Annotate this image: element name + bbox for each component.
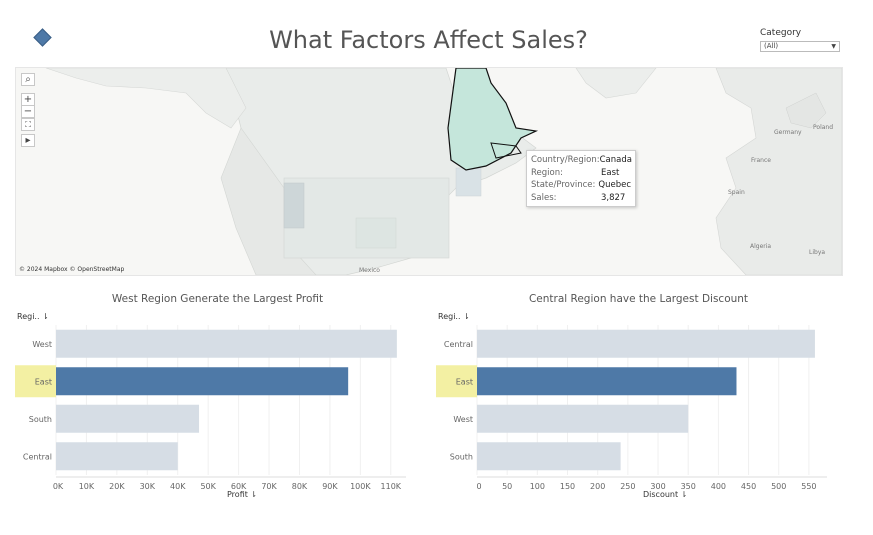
category-label[interactable]: Central (23, 452, 52, 461)
bar-central[interactable] (477, 329, 815, 358)
x-tick-label: 450 (741, 482, 756, 490)
category-label[interactable]: Central (444, 340, 473, 349)
category-label[interactable]: South (29, 415, 52, 424)
west-states (283, 182, 305, 229)
bar-south[interactable] (56, 404, 200, 433)
bar-west[interactable] (56, 329, 397, 358)
map-attribution[interactable]: © 2024 Mapbox © OpenStreetMap (19, 266, 125, 273)
x-tick-label: 110K (381, 482, 402, 490)
sort-icon: ⇂ (463, 312, 470, 321)
category-label[interactable]: East (35, 377, 52, 386)
sales-map[interactable]: Mexico Germany Poland France Spain Alger… (15, 67, 843, 276)
tooltip-key: State/Province: (531, 180, 596, 190)
discount-bar-chart: Central East West South 0 50 100 150 200 250 300 35… (436, 325, 827, 490)
bar-west[interactable] (477, 404, 689, 433)
minus-icon: − (23, 106, 33, 117)
category-filter-label: Category (760, 28, 802, 38)
label-mexico: Mexico (359, 267, 380, 274)
category-label[interactable]: South (450, 452, 473, 461)
x-tick-label: 10K (79, 482, 95, 490)
quebec-coast (490, 142, 522, 159)
tooltip-key: Region: (531, 167, 563, 178)
x-tick-label: 150 (560, 482, 575, 490)
tooltip-value: Quebec (598, 180, 631, 190)
tooltip-key: Sales: (531, 192, 557, 203)
x-tick-label: 40K (170, 482, 186, 490)
tooltip-row: State/Province: Quebec (531, 179, 631, 192)
reset-map-button[interactable]: ⛶ (21, 118, 35, 131)
tooltip-key: Country/Region: (531, 155, 600, 165)
play-icon: ▸ (25, 135, 31, 146)
reset-icon: ⛶ (25, 120, 31, 129)
tooltip-value: East (601, 167, 620, 178)
sort-icon: ⇂ (680, 490, 688, 499)
greenland-land (575, 68, 657, 99)
tooltip-row: Sales: 3,827 (531, 192, 631, 205)
zoom-out-button[interactable]: − (21, 105, 35, 118)
x-tick-label: 100K (350, 482, 371, 490)
sort-icon: ⇂ (250, 490, 258, 499)
bar-south[interactable] (477, 442, 621, 471)
x-tick-label: 500 (771, 482, 786, 490)
x-tick-label: 0 (476, 482, 481, 490)
category-label[interactable]: West (453, 415, 473, 424)
map-tooltip: Country/Region: Canada Region: East State/Pr… (526, 150, 636, 207)
label-poland: Poland (813, 124, 833, 131)
x-tick-label: 50K (200, 482, 216, 490)
tooltip-value: 3,827 (601, 192, 626, 203)
x-tick-label: 60K (231, 482, 247, 490)
search-icon: ⌕ (25, 74, 31, 85)
label-spain: Spain (728, 189, 745, 196)
texas-region (355, 217, 397, 249)
label-algeria: Algeria (750, 243, 771, 250)
x-tick-label: 200 (590, 482, 605, 490)
map-tools-button[interactable]: ▸ (21, 134, 35, 147)
category-label[interactable]: West (32, 340, 52, 349)
x-tick-label: 20K (109, 482, 125, 490)
x-tick-label: 50 (502, 482, 512, 490)
map-canvas: Mexico Germany Poland France Spain Alger… (45, 68, 842, 275)
row-highlight (15, 365, 56, 398)
profit-bar-chart: West East South Central 0K 10K 20K 30K 40K 50K 60K… (15, 325, 406, 490)
label-libya: Libya (809, 249, 825, 256)
tooltip-value: Canada (599, 155, 632, 165)
map-search-button[interactable]: ⌕ (21, 73, 35, 86)
label-france: France (751, 157, 771, 164)
row-highlight (436, 365, 477, 398)
x-tick-label: 550 (801, 482, 816, 490)
discount-chart-row-header[interactable]: Regi.. ⇂ (438, 312, 470, 321)
profit-axis-title[interactable]: Profit ⇂ (227, 490, 258, 499)
bar-east[interactable] (56, 367, 349, 396)
x-tick-label: 90K (322, 482, 338, 490)
discount-chart-title: Central Region have the Largest Discount (528, 293, 749, 305)
x-tick-label: 100 (530, 482, 545, 490)
bar-east[interactable] (477, 367, 737, 396)
profit-chart-row-header[interactable]: Regi.. ⇂ (17, 312, 49, 321)
category-filter-dropdown[interactable]: (All) ▼ (760, 41, 840, 52)
chevron-down-icon: ▼ (831, 43, 836, 50)
x-tick-label: 80K (292, 482, 308, 490)
x-tick-label: 250 (620, 482, 635, 490)
x-tick-label: 300 (650, 482, 665, 490)
x-tick-label: 70K (261, 482, 277, 490)
dashboard-title: What Factors Affect Sales? (269, 26, 588, 54)
profit-chart-title: West Region Generate the Largest Profit (111, 293, 324, 305)
x-tick-label: 400 (711, 482, 726, 490)
sort-icon: ⇂ (42, 312, 49, 321)
northeast-states (455, 167, 482, 197)
x-tick-label: 0K (53, 482, 64, 490)
x-tick-label: 30K (140, 482, 156, 490)
germany-region (785, 92, 827, 129)
alaska-land (45, 68, 247, 129)
category-filter-value: (All) (764, 42, 779, 50)
x-tick-label: 350 (681, 482, 696, 490)
tooltip-row: Region: East (531, 167, 631, 180)
plus-icon: + (23, 94, 33, 105)
discount-axis-title[interactable]: Discount ⇂ (643, 490, 688, 499)
tooltip-row: Country/Region: Canada (531, 154, 632, 167)
category-label[interactable]: East (456, 377, 473, 386)
europe-africa-land (715, 68, 842, 275)
bar-central[interactable] (56, 442, 178, 471)
label-germany: Germany (774, 129, 802, 136)
